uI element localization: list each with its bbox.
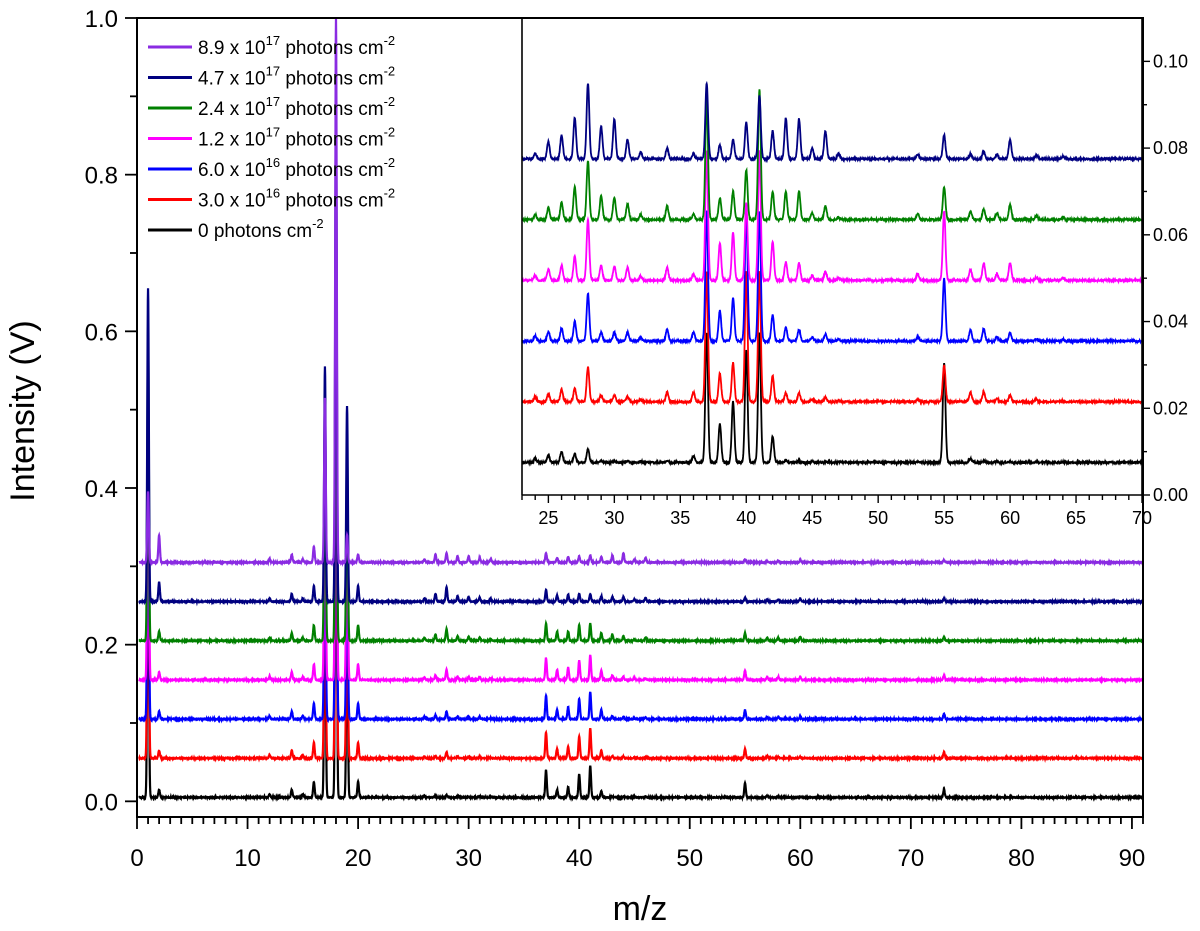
inset-x-tick-label: 50: [868, 508, 888, 528]
inset-x-tick-label: 65: [1066, 508, 1086, 528]
main-plot-frame: [136, 17, 1144, 818]
legend-label: 1.2 x 1017 photons cm-2: [198, 125, 395, 151]
x-tick-label: 10: [234, 845, 261, 872]
x-tick-label: 80: [1008, 845, 1035, 872]
series-line: [138, 288, 1143, 803]
legend: 8.9 x 1017 photons cm-2 4.7 x 1017 photon…: [148, 33, 395, 242]
y-axis-title: Intensity (V): [4, 320, 42, 501]
x-tick-label: 50: [676, 845, 703, 872]
inset-y-tick-label: 0.00: [1153, 485, 1188, 505]
y-tick-label: 0.0: [85, 789, 118, 816]
inset-y-tick-label: 0.06: [1153, 225, 1188, 245]
series-line: [138, 209, 1143, 724]
y-tick-label: 0.8: [85, 163, 118, 190]
inset-x-tick-label: 55: [934, 508, 954, 528]
inset-series-line: [522, 89, 1142, 225]
x-tick-label: 30: [455, 845, 482, 872]
legend-label: 6.0 x 1016 photons cm-2: [198, 155, 395, 181]
legend-label: 8.9 x 1017 photons cm-2: [198, 33, 395, 59]
main-series-group: [138, 18, 1143, 803]
series-line: [138, 92, 1143, 607]
series-line: [138, 18, 1143, 568]
inset-x-tick-label: 45: [802, 508, 822, 528]
inset-y-tick-label: 0.10: [1153, 51, 1188, 71]
series-line: [138, 249, 1143, 764]
inset-x-tick-label: 25: [538, 508, 558, 528]
series-line: [138, 131, 1143, 646]
y-tick-label: 0.4: [85, 476, 118, 503]
inset-x-tick-label: 70: [1132, 508, 1152, 528]
x-tick-label: 0: [130, 845, 143, 872]
inset-x-tick-label: 35: [670, 508, 690, 528]
inset-series-group: [522, 80, 1142, 467]
inset-y-tick-label: 0.04: [1153, 312, 1188, 332]
x-tick-label: 40: [566, 845, 593, 872]
x-tick-label: 20: [345, 845, 372, 872]
x-tick-label: 60: [787, 845, 814, 872]
legend-label: 3.0 x 1016 photons cm-2: [198, 186, 395, 212]
inset-series-line: [522, 210, 1142, 346]
y-tick-label: 0.6: [85, 319, 118, 346]
inset-y-tick-label: 0.02: [1153, 398, 1188, 418]
legend-label: 4.7 x 1017 photons cm-2: [198, 64, 395, 90]
inset-series-line: [522, 332, 1142, 467]
inset-series-line: [522, 80, 1142, 164]
inset-x-tick-label: 60: [1000, 508, 1020, 528]
y-tick-label: 1.0: [85, 6, 118, 33]
inset-y-tick-label: 0.08: [1153, 138, 1188, 158]
main-axes: 0 10 20 30 40 50 60 70 80 90 0.0 0.2 0.4 0.6 0.8 1.0: [85, 6, 1146, 872]
inset-axes: 25 30 35 40 45 50 55 60 65 700.00 0.02 0.04 0.06 0.08…: [521, 18, 1188, 528]
y-tick-label: 0.2: [85, 633, 118, 660]
inset-x-tick-label: 40: [736, 508, 756, 528]
inset-x-tick-label: 30: [604, 508, 624, 528]
series-line: [138, 170, 1143, 685]
legend-label: 2.4 x 1017 photons cm-2: [198, 94, 395, 120]
inset-series-line: [522, 271, 1142, 407]
inset-series-line: [522, 150, 1142, 285]
x-tick-label: 90: [1119, 845, 1146, 872]
legend-label: 0 photons cm-2: [198, 216, 324, 242]
x-axis-title: m/z: [613, 890, 668, 928]
x-tick-label: 70: [897, 845, 924, 872]
inset-background: [522, 18, 1142, 495]
